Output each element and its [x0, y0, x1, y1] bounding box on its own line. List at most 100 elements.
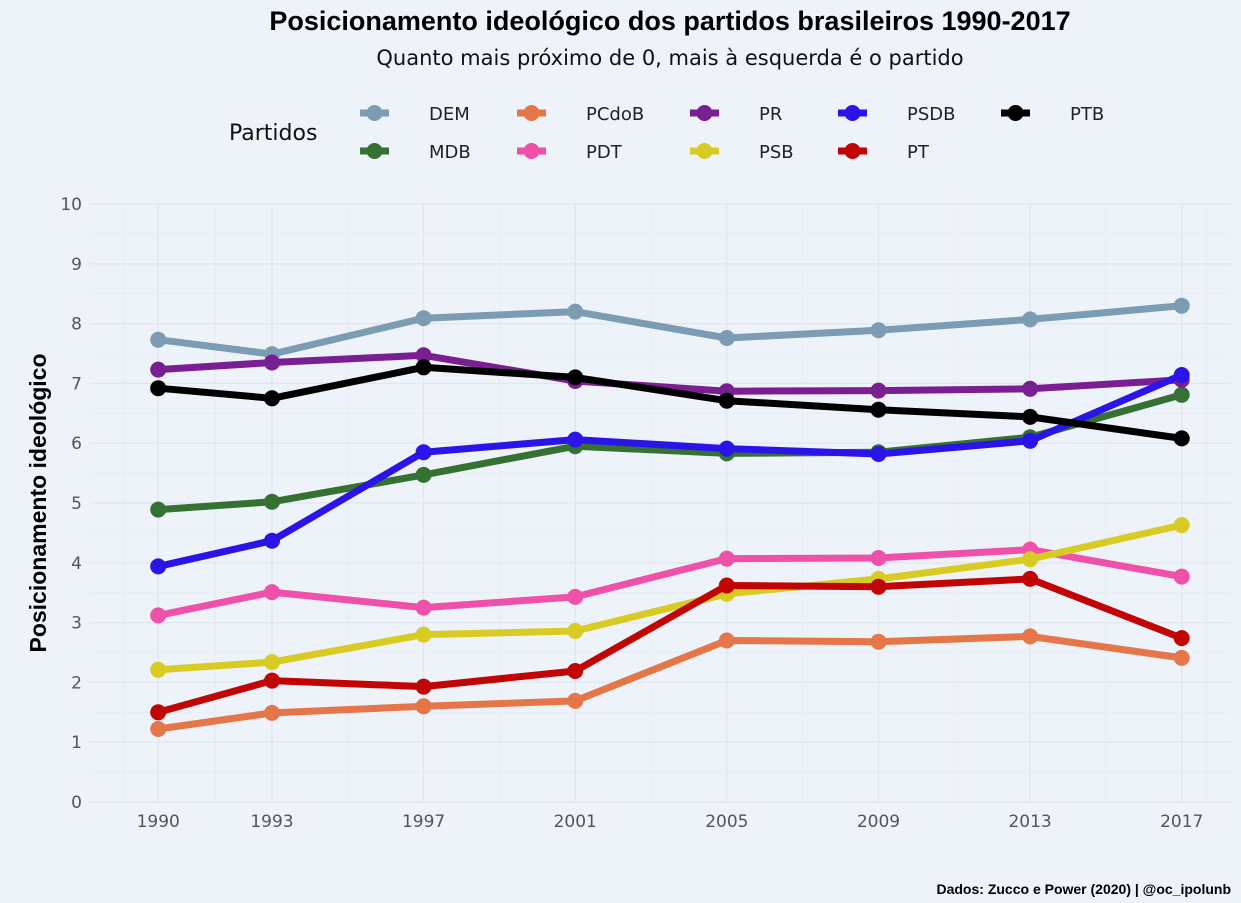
y-tick-label: 3: [71, 614, 82, 634]
data-point-mdb: [1173, 386, 1190, 403]
series-psdb: [150, 367, 1190, 575]
data-point-pdt: [415, 599, 432, 616]
data-point-dem: [1022, 311, 1039, 328]
data-point-pdt: [150, 607, 167, 624]
x-tick-label: 1990: [137, 812, 180, 832]
data-point-pdt: [870, 550, 887, 566]
legend-label: MDB: [429, 142, 471, 163]
data-point-mdb: [264, 493, 280, 510]
series-psb: [150, 517, 1190, 678]
data-point-pdt: [718, 550, 735, 567]
series-line-psdb: [154, 371, 1186, 570]
legend-item-pt: PT: [838, 142, 930, 163]
x-tick-label: 1997: [402, 812, 445, 832]
data-point-pdt: [264, 584, 280, 601]
data-point-pcdob: [150, 721, 167, 737]
data-point-dem: [567, 303, 584, 320]
y-tick-label: 5: [71, 494, 82, 514]
data-point-pt: [567, 663, 584, 679]
y-tick-label: 9: [71, 255, 82, 275]
data-point-ptb: [870, 401, 887, 418]
y-tick-label: 0: [71, 793, 82, 813]
series-line-ptb: [154, 363, 1186, 442]
legend-label: PTB: [1070, 104, 1104, 125]
plot-area: 0 1 2 3 4 5 6 7 8 9 10 1990 1993 1997 2001 2005 2009 201…: [60, 195, 1231, 832]
legend: Partidos DEM MDB PCdoB PDT PR PSB PSDB PT PTB: [229, 104, 1104, 163]
data-point-pdt: [1173, 568, 1190, 585]
series-dem: [150, 297, 1190, 363]
legend-key-point: [366, 143, 383, 159]
data-point-ptb: [567, 369, 584, 386]
y-tick-label: 8: [71, 315, 82, 335]
data-point-pr: [264, 354, 280, 371]
data-point-psdb: [415, 444, 432, 461]
legend-key-point: [523, 105, 540, 121]
y-tick-label: 7: [71, 374, 82, 394]
data-point-pcdob: [567, 692, 584, 709]
data-point-pcdob: [718, 632, 735, 649]
data-point-pcdob: [264, 704, 280, 721]
legend-label: PT: [907, 142, 930, 163]
data-point-ptb: [1022, 408, 1039, 425]
y-tick-label: 10: [60, 195, 82, 215]
series-line-pt: [154, 575, 1186, 716]
series-ptb: [150, 359, 1190, 447]
legend-key-point: [844, 143, 861, 159]
data-point-pr: [1022, 380, 1039, 397]
y-axis-ticks: 0 1 2 3 4 5 6 7 8 9 10: [60, 195, 82, 813]
data-point-psb: [150, 661, 167, 678]
legend-key-point: [1007, 105, 1024, 121]
data-point-pcdob: [1173, 649, 1190, 666]
data-point-psdb: [870, 446, 887, 462]
data-point-ptb: [1173, 430, 1190, 447]
data-point-psdb: [718, 440, 735, 457]
data-point-dem: [150, 331, 167, 348]
caption: Dados: Zucco e Power (2020) | @oc_ipolun…: [936, 881, 1231, 897]
x-tick-label: 1993: [250, 812, 293, 832]
legend-item-dem: DEM: [360, 104, 470, 125]
data-point-psb: [264, 654, 280, 671]
data-point-pcdob: [415, 698, 432, 715]
data-point-psb: [1022, 551, 1039, 568]
data-point-psb: [1173, 517, 1190, 534]
series-layer: [150, 297, 1190, 737]
legend-label: PCdoB: [586, 104, 644, 125]
legend-item-ptb: PTB: [1001, 104, 1104, 125]
series-line-pcdob: [154, 632, 1186, 733]
legend-key-point: [696, 105, 713, 121]
data-point-psdb: [264, 532, 280, 549]
x-axis-ticks: 1990 1993 1997 2001 2005 2009 2013 2017: [137, 812, 1204, 832]
series-pdt: [150, 541, 1190, 624]
x-tick-label: 2013: [1008, 812, 1051, 832]
chart-subtitle: Quanto mais próximo de 0, mais à esquerd…: [376, 46, 963, 70]
data-point-pcdob: [870, 633, 887, 650]
legend-title: Partidos: [229, 121, 317, 146]
y-tick-label: 4: [71, 554, 82, 574]
data-point-mdb: [150, 501, 167, 518]
data-point-psdb: [1022, 432, 1039, 449]
legend-label: PR: [759, 104, 782, 125]
x-tick-label: 2009: [857, 812, 900, 832]
legend-item-pr: PR: [690, 104, 782, 125]
legend-label: PSB: [759, 142, 794, 163]
legend-label: PDT: [586, 142, 623, 163]
data-point-psb: [415, 626, 432, 643]
data-point-pr: [415, 347, 432, 364]
legend-key-point: [844, 105, 861, 121]
data-point-psdb: [1173, 367, 1190, 383]
legend-item-pcdob: PCdoB: [517, 104, 644, 125]
data-point-ptb: [264, 390, 280, 407]
series-line-psb: [154, 521, 1186, 674]
series-line-dem: [154, 302, 1186, 358]
data-point-psdb: [567, 431, 584, 448]
legend-item-pdt: PDT: [517, 142, 623, 163]
y-tick-label: 1: [71, 733, 82, 753]
data-point-ptb: [415, 359, 432, 376]
legend-item-psb: PSB: [690, 142, 794, 163]
legend-label: PSDB: [907, 104, 956, 125]
data-point-dem: [415, 310, 432, 327]
data-point-pt: [1022, 570, 1039, 587]
legend-key-point: [523, 143, 540, 159]
data-point-psdb: [150, 558, 167, 575]
